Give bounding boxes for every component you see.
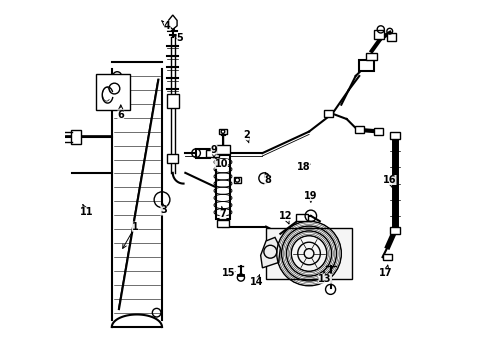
Text: 15: 15	[221, 268, 235, 278]
Text: 10: 10	[214, 159, 227, 169]
Polygon shape	[168, 15, 177, 30]
Polygon shape	[260, 237, 280, 268]
Text: 1: 1	[122, 222, 138, 248]
Bar	[373, 30, 384, 39]
Bar	[295, 214, 307, 221]
Text: 3: 3	[160, 203, 167, 216]
Text: 12: 12	[279, 211, 292, 224]
Bar	[167, 154, 178, 163]
Text: 9: 9	[210, 144, 217, 158]
Text: 16: 16	[382, 175, 396, 188]
Bar	[389, 132, 399, 139]
Text: 8: 8	[264, 172, 271, 185]
Text: 11: 11	[80, 204, 93, 217]
Text: 19: 19	[304, 191, 317, 202]
Bar	[205, 149, 218, 157]
Bar	[215, 155, 230, 220]
Bar	[233, 177, 241, 183]
Text: 17: 17	[379, 265, 392, 278]
Bar	[265, 228, 351, 279]
Bar	[366, 53, 376, 60]
Bar	[386, 33, 395, 41]
Text: 6: 6	[117, 105, 124, 121]
Bar	[389, 226, 399, 234]
Bar	[215, 145, 230, 154]
Bar	[96, 74, 129, 110]
Bar	[70, 130, 81, 144]
Bar	[196, 149, 210, 158]
Bar	[354, 126, 363, 134]
Text: 14: 14	[250, 275, 263, 287]
Text: 13: 13	[318, 271, 331, 284]
Text: 5: 5	[174, 33, 183, 43]
Bar	[324, 110, 333, 117]
Bar	[166, 94, 179, 108]
Bar	[216, 220, 229, 227]
Bar	[359, 60, 373, 71]
Bar	[374, 128, 383, 135]
Bar	[218, 129, 227, 134]
Text: 2: 2	[243, 130, 249, 143]
Text: 18: 18	[296, 162, 310, 172]
Bar	[383, 254, 392, 260]
Text: 4: 4	[162, 21, 170, 31]
Text: 7: 7	[219, 206, 226, 219]
